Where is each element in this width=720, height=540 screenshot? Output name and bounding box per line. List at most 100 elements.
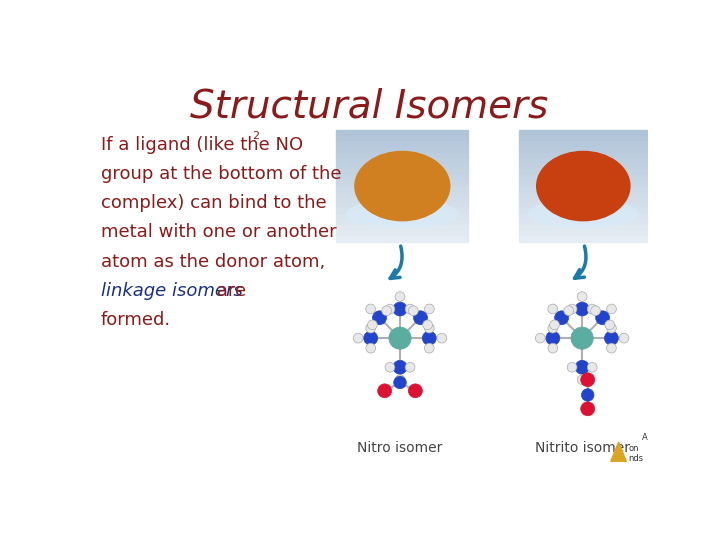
Text: 2: 2: [252, 131, 259, 141]
Text: Structural Isomers: Structural Isomers: [190, 88, 548, 126]
Circle shape: [605, 331, 618, 345]
Circle shape: [567, 362, 577, 372]
Text: If a ligand (like the NO: If a ligand (like the NO: [101, 136, 303, 154]
Bar: [336, 147, 468, 153]
Bar: [518, 180, 648, 186]
Bar: [518, 175, 648, 180]
Bar: [336, 214, 468, 220]
Bar: [518, 192, 648, 197]
Circle shape: [588, 362, 597, 372]
Bar: [518, 225, 648, 231]
Ellipse shape: [544, 161, 609, 199]
Text: on: on: [629, 444, 639, 453]
Circle shape: [405, 362, 415, 372]
Circle shape: [408, 306, 418, 315]
Circle shape: [577, 375, 587, 384]
Circle shape: [548, 343, 558, 353]
Bar: [518, 220, 648, 225]
Bar: [518, 231, 648, 237]
Circle shape: [408, 384, 423, 398]
Polygon shape: [611, 442, 626, 461]
Bar: [518, 170, 648, 175]
Circle shape: [424, 323, 434, 333]
Bar: [518, 158, 648, 164]
Bar: [518, 197, 648, 203]
Circle shape: [536, 333, 545, 343]
Bar: [518, 186, 648, 192]
Bar: [336, 170, 468, 175]
Circle shape: [437, 333, 446, 343]
Bar: [336, 237, 468, 242]
Text: metal with one or another: metal with one or another: [101, 224, 336, 241]
Circle shape: [577, 292, 587, 301]
Circle shape: [413, 311, 428, 325]
Text: are: are: [211, 282, 246, 300]
Bar: [336, 208, 468, 214]
Circle shape: [395, 375, 405, 384]
Bar: [336, 220, 468, 225]
Circle shape: [606, 323, 616, 333]
Circle shape: [389, 327, 411, 349]
FancyArrowPatch shape: [390, 246, 402, 279]
Bar: [518, 147, 648, 153]
FancyArrowPatch shape: [575, 246, 586, 278]
Bar: [336, 175, 468, 180]
Circle shape: [366, 343, 376, 353]
Circle shape: [425, 304, 434, 314]
Bar: [518, 203, 648, 208]
Circle shape: [385, 362, 395, 372]
Circle shape: [595, 311, 610, 325]
Bar: [336, 164, 468, 170]
Text: group at the bottom of the: group at the bottom of the: [101, 165, 341, 183]
Circle shape: [546, 331, 560, 345]
Circle shape: [423, 331, 436, 345]
Bar: [336, 225, 468, 231]
Circle shape: [588, 304, 597, 314]
Bar: [336, 153, 468, 158]
Bar: [518, 208, 648, 214]
Ellipse shape: [528, 200, 639, 228]
Circle shape: [581, 402, 595, 416]
Circle shape: [393, 360, 407, 374]
Circle shape: [582, 389, 594, 401]
Circle shape: [575, 360, 589, 374]
Circle shape: [607, 304, 616, 314]
Circle shape: [367, 320, 377, 330]
Circle shape: [605, 320, 615, 330]
Text: atom as the donor atom,: atom as the donor atom,: [101, 253, 325, 271]
Circle shape: [382, 306, 392, 315]
Bar: [336, 231, 468, 237]
Circle shape: [395, 292, 405, 301]
Circle shape: [581, 373, 595, 387]
Circle shape: [554, 311, 569, 325]
Bar: [518, 214, 648, 220]
Ellipse shape: [355, 151, 450, 221]
Bar: [336, 141, 468, 147]
Circle shape: [366, 323, 376, 333]
Bar: [518, 136, 648, 141]
Bar: [518, 130, 648, 136]
Text: A: A: [642, 433, 647, 442]
Text: Nitro isomer: Nitro isomer: [357, 441, 443, 455]
Text: nds: nds: [629, 454, 644, 463]
Bar: [336, 136, 468, 141]
Bar: [518, 141, 648, 147]
Bar: [518, 164, 648, 170]
Circle shape: [354, 333, 363, 343]
Bar: [336, 186, 468, 192]
Ellipse shape: [536, 151, 630, 221]
Circle shape: [423, 320, 433, 330]
Bar: [518, 153, 648, 158]
Circle shape: [567, 304, 577, 314]
Circle shape: [364, 331, 378, 345]
Circle shape: [385, 304, 395, 314]
Circle shape: [548, 304, 557, 314]
Circle shape: [549, 320, 559, 330]
Text: complex) can bind to the: complex) can bind to the: [101, 194, 326, 212]
Text: linkage isomers: linkage isomers: [101, 282, 243, 300]
Bar: [336, 203, 468, 208]
Circle shape: [394, 376, 406, 389]
Circle shape: [606, 343, 616, 353]
Circle shape: [548, 323, 558, 333]
Bar: [336, 180, 468, 186]
